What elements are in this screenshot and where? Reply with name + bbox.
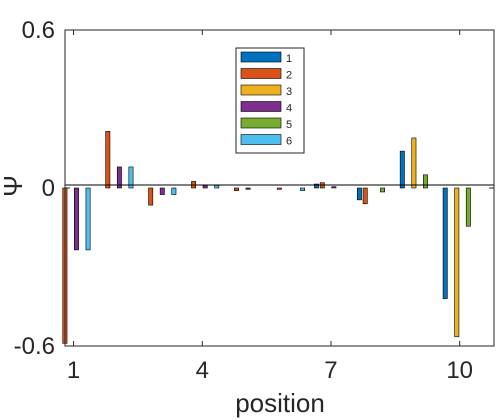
y-axis-title: Ψ	[0, 175, 28, 197]
legend: 1 2 3 4 5 6	[235, 47, 305, 154]
bar-series-6-pos-2	[128, 166, 134, 189]
x-tick-label-1: 4	[196, 357, 209, 384]
bar-series-4-pos-1	[74, 187, 79, 251]
y-tick-label-2: 0.6	[22, 17, 55, 44]
x-tick-label-2: 7	[324, 357, 337, 384]
bar-series-2-pos-8	[362, 187, 368, 205]
y-tick-label-1: 0	[42, 175, 55, 202]
bar-series-1-pos-9	[399, 150, 405, 189]
bar-series-6-pos-6	[300, 187, 306, 191]
legend-swatch-5	[240, 117, 282, 129]
legend-label-4: 4	[286, 103, 292, 115]
bar-series-1-pos-7	[314, 183, 319, 189]
x-axis-title: position	[235, 388, 325, 418]
bar-series-4-pos-7	[331, 186, 337, 189]
bar-series-2-pos-5	[234, 187, 239, 191]
y-axis: -0.6 0 0.6	[14, 17, 494, 360]
legend-label-5: 5	[286, 119, 292, 131]
legend-swatch-1	[240, 51, 282, 63]
bar-series-2-pos-2	[105, 131, 111, 189]
legend-label-1: 1	[286, 53, 292, 65]
bar-series-5-pos-8	[380, 187, 386, 193]
legend-swatch-3	[240, 84, 282, 96]
bar-series-4-pos-4	[202, 185, 208, 189]
x-axis: 1 4 7 10	[67, 30, 473, 384]
bar-series-5-pos-10	[465, 187, 471, 227]
bar-series-6-pos-1	[85, 187, 91, 251]
bar-series-1-pos-8	[356, 187, 362, 201]
bar-series-3-pos-9	[411, 137, 417, 189]
bar-series-6-pos-3	[171, 187, 177, 195]
bar-series-3-pos-10	[454, 187, 460, 338]
bar-series-4-pos-3	[159, 187, 165, 195]
bar-series-5-pos-9	[423, 174, 428, 189]
bar-series-4-pos-2	[116, 166, 122, 189]
bar-series-2-pos-6	[276, 187, 282, 190]
bar-series-4-pos-5	[245, 187, 251, 190]
y-tick-label-0: -0.6	[14, 333, 55, 360]
legend-swatch-2	[240, 68, 282, 79]
x-tick-label-0: 1	[67, 357, 80, 384]
legend-label-2: 2	[286, 70, 292, 82]
bar-series-2-pos-3	[148, 187, 154, 206]
legend-swatch-4	[240, 101, 282, 112]
x-tick-label-3: 10	[446, 357, 473, 384]
legend-swatch-6	[240, 134, 282, 145]
bar-series-6-pos-4	[214, 185, 220, 189]
legend-label-6: 6	[286, 136, 292, 148]
bar-series-1-pos-10	[442, 187, 448, 299]
legend-label-3: 3	[286, 86, 292, 98]
